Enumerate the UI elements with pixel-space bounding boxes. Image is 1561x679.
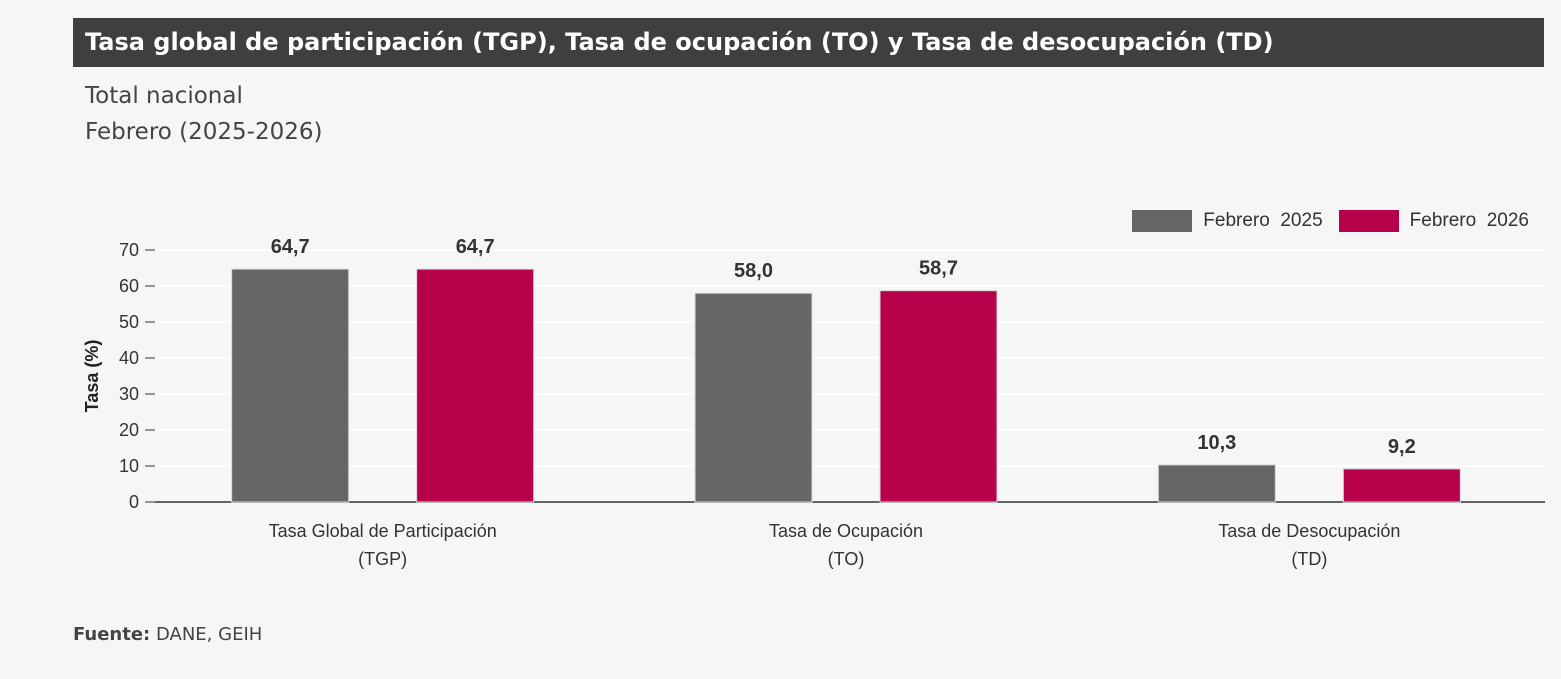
legend-label-2025: Febrero 2025 [1203, 210, 1323, 231]
y-axis-label: Tasa (%) [82, 340, 102, 413]
data-label: 10,3 [1197, 432, 1236, 454]
x-category-label: (TO) [828, 549, 865, 569]
source-label: Fuente: [73, 624, 151, 645]
legend-label-2026: Febrero 2026 [1409, 210, 1529, 231]
x-category-label: (TD) [1291, 549, 1327, 569]
x-category-label: Tasa Global de Participación [269, 521, 497, 541]
data-label: 58,0 [734, 260, 773, 282]
chart-legend: Febrero 2025 Febrero 2026 [1116, 210, 1529, 232]
y-tick-label: 40 [119, 348, 139, 368]
bar-2026-1 [416, 268, 535, 503]
legend-swatch-2025 [1132, 210, 1193, 232]
data-label: 9,2 [1388, 436, 1416, 458]
y-tick-label: 20 [119, 420, 139, 440]
chart-subtitle-period: Febrero (2025-2026) [85, 119, 323, 145]
data-label: 64,7 [271, 236, 310, 258]
y-tick-label: 50 [119, 312, 139, 332]
y-tick-label: 0 [129, 492, 139, 512]
x-category-label: Tasa de Desocupación [1218, 521, 1400, 541]
y-tick-label: 60 [119, 276, 139, 296]
chart-title: Tasa global de participación (TGP), Tasa… [85, 28, 1274, 56]
chart-subtitle-scope: Total nacional [85, 83, 243, 109]
bar-2026-3 [1342, 468, 1461, 503]
legend-swatch-2026 [1338, 210, 1399, 232]
data-label: 64,7 [456, 236, 495, 258]
legend-item-2026: Febrero 2026 [1338, 210, 1529, 232]
y-tick-label: 70 [119, 240, 139, 260]
bar-2025-3 [1157, 464, 1276, 503]
source-note: Fuente: DANE, GEIH [73, 624, 262, 645]
bar-2025-2 [694, 292, 813, 503]
data-label: 58,7 [919, 258, 958, 280]
x-category-label: (TGP) [358, 549, 407, 569]
y-tick-label: 30 [119, 384, 139, 404]
y-tick-label: 10 [119, 456, 139, 476]
x-category-label: Tasa de Ocupación [769, 521, 923, 541]
bar-2025-1 [231, 268, 350, 503]
title-bar: Tasa global de participación (TGP), Tasa… [73, 18, 1544, 67]
source-text: DANE, GEIH [155, 624, 263, 645]
legend-item-2025: Febrero 2025 [1132, 210, 1323, 232]
bar-2026-2 [879, 290, 998, 503]
